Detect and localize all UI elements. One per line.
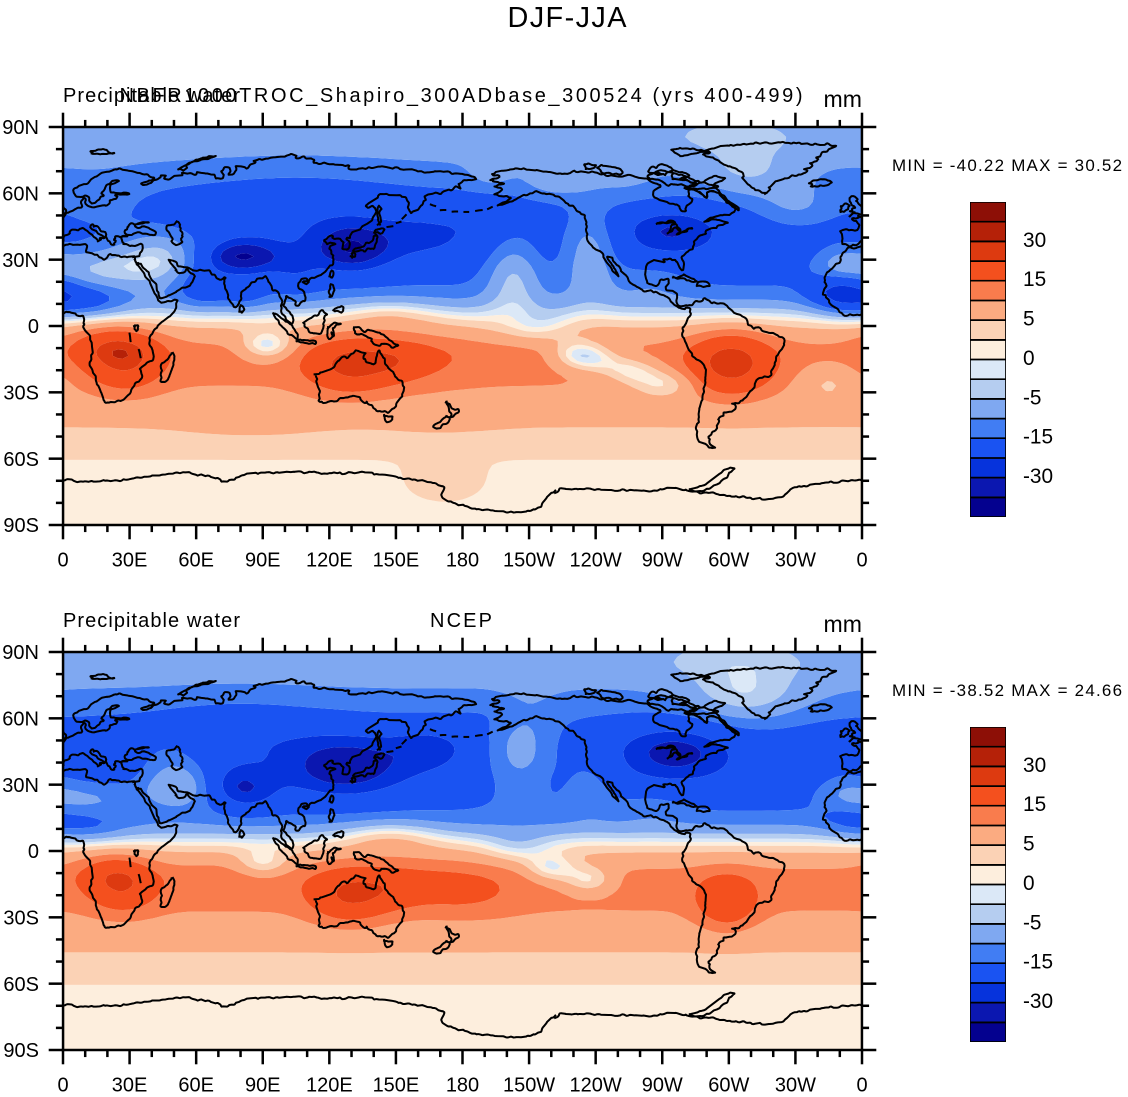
svg-text:0: 0: [1023, 347, 1035, 370]
svg-text:60N: 60N: [2, 709, 39, 731]
svg-text:150W: 150W: [503, 549, 555, 571]
svg-text:90S: 90S: [3, 515, 39, 537]
svg-text:90E: 90E: [245, 549, 281, 571]
svg-text:0: 0: [856, 1074, 867, 1096]
svg-text:30: 30: [1023, 754, 1046, 777]
svg-text:90N: 90N: [2, 642, 39, 664]
svg-text:90W: 90W: [642, 549, 683, 571]
svg-text:30E: 30E: [112, 1074, 148, 1096]
svg-text:NBFR1000TROC_Shapiro_300ADbase: NBFR1000TROC_Shapiro_300ADbase_300524 (y…: [120, 85, 803, 107]
svg-text:-5: -5: [1023, 386, 1042, 409]
svg-text:150E: 150E: [373, 1074, 420, 1096]
svg-text:30N: 30N: [2, 775, 39, 797]
svg-text:120E: 120E: [306, 549, 353, 571]
svg-text:MIN = -40.22 MAX = 30.52: MIN = -40.22 MAX = 30.52: [892, 156, 1122, 175]
svg-text:60W: 60W: [708, 549, 749, 571]
svg-text:90N: 90N: [2, 117, 39, 139]
svg-text:60W: 60W: [708, 1074, 749, 1096]
svg-text:mm: mm: [824, 86, 862, 112]
svg-text:180: 180: [446, 549, 479, 571]
svg-text:Precipitable water: Precipitable water: [63, 610, 240, 632]
svg-text:0: 0: [57, 549, 68, 571]
svg-text:0: 0: [1023, 872, 1035, 895]
svg-text:180: 180: [446, 1074, 479, 1096]
svg-text:60E: 60E: [178, 549, 214, 571]
svg-text:60E: 60E: [178, 1074, 214, 1096]
svg-text:90E: 90E: [245, 1074, 281, 1096]
svg-text:120W: 120W: [570, 549, 622, 571]
svg-text:30W: 30W: [775, 549, 816, 571]
svg-text:30S: 30S: [3, 908, 39, 930]
svg-text:NCEP: NCEP: [430, 610, 492, 632]
svg-text:150W: 150W: [503, 1074, 555, 1096]
svg-text:90S: 90S: [3, 1040, 39, 1062]
svg-text:5: 5: [1023, 833, 1035, 856]
svg-text:15: 15: [1023, 268, 1046, 291]
svg-text:30W: 30W: [775, 1074, 816, 1096]
svg-text:30E: 30E: [112, 549, 148, 571]
svg-text:120E: 120E: [306, 1074, 353, 1096]
svg-text:0: 0: [28, 841, 39, 863]
svg-text:150E: 150E: [373, 549, 420, 571]
svg-text:-5: -5: [1023, 911, 1042, 934]
svg-text:-15: -15: [1023, 426, 1053, 449]
svg-text:60S: 60S: [3, 449, 39, 471]
svg-text:60S: 60S: [3, 974, 39, 996]
svg-text:0: 0: [856, 549, 867, 571]
svg-text:120W: 120W: [570, 1074, 622, 1096]
svg-text:30S: 30S: [3, 383, 39, 405]
svg-text:0: 0: [57, 1074, 68, 1096]
svg-text:60N: 60N: [2, 184, 39, 206]
svg-text:90W: 90W: [642, 1074, 683, 1096]
svg-text:15: 15: [1023, 793, 1046, 816]
svg-text:mm: mm: [824, 611, 862, 637]
svg-text:-30: -30: [1023, 990, 1053, 1013]
svg-text:-30: -30: [1023, 465, 1053, 488]
svg-text:30N: 30N: [2, 250, 39, 272]
svg-text:30: 30: [1023, 229, 1046, 252]
svg-text:5: 5: [1023, 308, 1035, 331]
svg-text:-15: -15: [1023, 951, 1053, 974]
svg-text:DJF-JJA: DJF-JJA: [507, 2, 627, 34]
svg-text:0: 0: [28, 316, 39, 338]
svg-text:MIN = -38.52 MAX = 24.66: MIN = -38.52 MAX = 24.66: [892, 681, 1122, 700]
